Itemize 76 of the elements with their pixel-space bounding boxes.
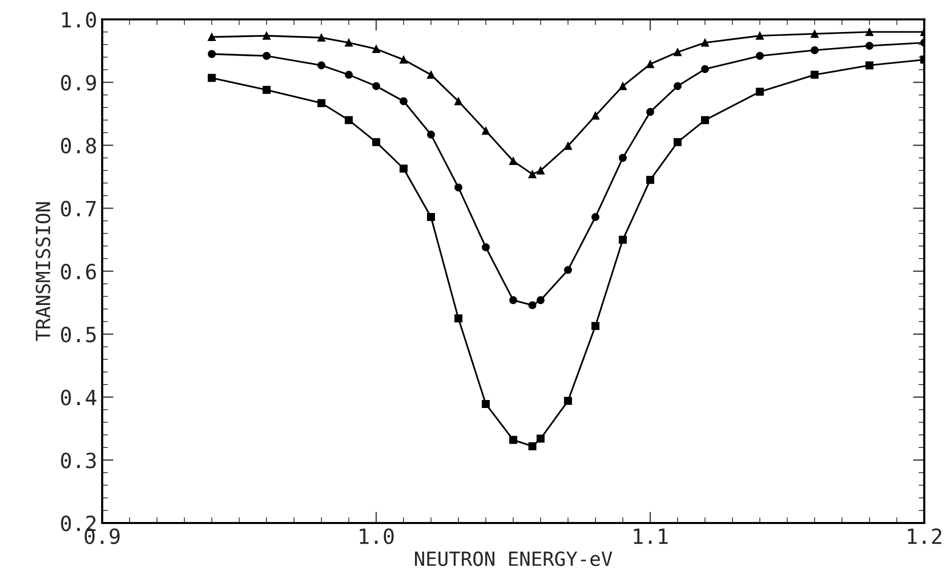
point <box>317 61 326 70</box>
point <box>482 400 490 408</box>
point <box>317 99 326 108</box>
point <box>208 74 216 82</box>
point <box>317 34 326 42</box>
x-tick-label: 1.0 <box>360 528 394 544</box>
x-tick-label: 1.1 <box>634 528 668 544</box>
point <box>701 116 710 124</box>
x-tick-label: 1.2 <box>908 528 942 544</box>
point <box>865 42 874 50</box>
point <box>674 48 682 56</box>
point <box>208 50 216 58</box>
point <box>756 32 764 40</box>
point <box>674 82 682 90</box>
point <box>262 86 271 94</box>
point <box>344 38 353 47</box>
y-tick-label: 0.5 <box>61 326 96 342</box>
point <box>509 157 518 166</box>
point <box>618 82 627 90</box>
y-tick-label: 0.3 <box>61 452 96 468</box>
point <box>618 236 627 244</box>
point <box>400 97 408 106</box>
y-tick-label: 0.4 <box>61 390 96 406</box>
point <box>427 70 435 79</box>
y-tick-label: 0.7 <box>61 200 96 217</box>
point <box>344 70 353 79</box>
point <box>528 170 536 178</box>
y-tick-label: 1.0 <box>62 12 96 28</box>
point <box>262 32 271 40</box>
point <box>646 176 654 184</box>
point <box>454 314 462 322</box>
point <box>701 38 710 47</box>
point <box>427 213 435 222</box>
point <box>756 88 764 96</box>
point <box>536 434 545 443</box>
point <box>528 301 536 310</box>
point <box>810 70 819 79</box>
point <box>536 296 545 304</box>
point <box>454 97 462 106</box>
point <box>509 436 518 444</box>
point <box>865 61 874 70</box>
point <box>865 28 874 36</box>
y-tick-label: 0.9 <box>61 74 96 91</box>
point <box>564 396 572 405</box>
point <box>564 266 572 274</box>
point <box>618 154 627 162</box>
point <box>372 44 380 53</box>
point <box>810 46 819 54</box>
point <box>509 296 518 304</box>
x-axis-title: NEUTRON ENERGY-eV <box>415 551 612 566</box>
point <box>591 322 600 330</box>
point <box>400 164 408 173</box>
point <box>756 52 764 60</box>
point <box>372 82 380 90</box>
point <box>208 33 216 41</box>
point <box>701 65 710 74</box>
point <box>646 108 654 116</box>
point <box>427 130 435 139</box>
point <box>400 56 408 64</box>
y-tick-label: 0.8 <box>61 138 96 154</box>
point <box>344 116 353 124</box>
point <box>528 442 536 450</box>
point <box>482 126 490 135</box>
point <box>372 138 380 146</box>
point <box>646 60 654 68</box>
point <box>536 166 545 174</box>
point <box>810 30 819 38</box>
point <box>674 138 682 146</box>
y-tick-label: 0.6 <box>61 264 96 280</box>
point <box>262 52 271 60</box>
point <box>591 213 600 222</box>
y-axis-title: TRANSMISSION <box>36 202 50 341</box>
point <box>591 112 600 120</box>
point <box>454 183 462 192</box>
point <box>482 243 490 252</box>
point <box>564 142 572 150</box>
